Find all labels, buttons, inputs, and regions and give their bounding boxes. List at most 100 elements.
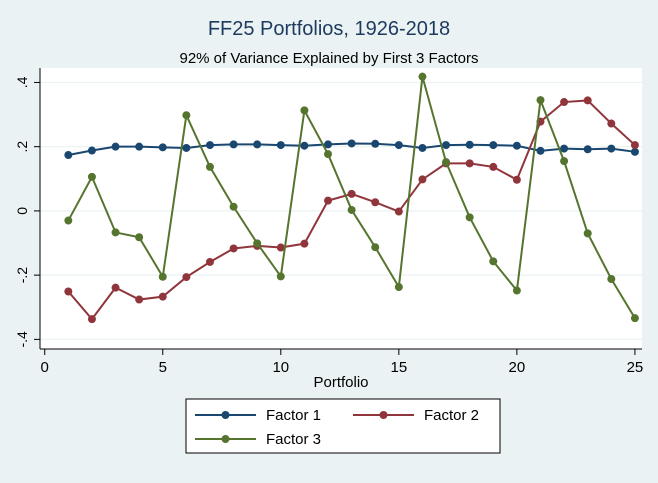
series-3-point-4	[135, 233, 144, 242]
series-3-point-8	[229, 202, 238, 211]
series-1-point-19	[489, 141, 498, 150]
y-tick-label-3: .2	[14, 141, 30, 153]
legend-item-1: Factor 1	[195, 407, 321, 424]
plot-area	[40, 68, 642, 349]
series-2-point-18	[465, 159, 474, 168]
series-2-point-2	[87, 315, 96, 324]
series-1-point-7	[205, 141, 214, 150]
series-3-point-12	[324, 150, 333, 159]
series-2-point-16	[418, 175, 427, 184]
series-1-point-17	[442, 141, 451, 150]
series-2-point-12	[324, 196, 333, 205]
legend-swatch-marker-2	[379, 411, 388, 419]
series-1-point-10	[276, 141, 285, 150]
series-2-point-1	[64, 287, 73, 296]
series-lines	[64, 72, 639, 324]
series-1-point-3	[111, 142, 120, 151]
legend: Factor 1 Factor 2 Factor 3	[185, 398, 501, 454]
series-2-point-11	[300, 239, 309, 248]
series-2-point-14	[371, 198, 380, 207]
series-3-point-10	[276, 272, 285, 281]
series-3-point-7	[205, 162, 214, 171]
series-2-point-5	[158, 292, 167, 301]
legend-label-1: Factor 1	[266, 407, 321, 424]
y-tick-label-0: -.4	[14, 331, 30, 348]
legend-label-2: Factor 2	[424, 407, 479, 424]
series-1	[64, 139, 639, 160]
series-3-point-15	[394, 283, 403, 292]
series-2-point-6	[182, 273, 191, 282]
series-3-point-6	[182, 111, 191, 120]
chart-title: FF25 Portfolios, 1926-2018	[208, 18, 450, 40]
series-3-point-17	[442, 158, 451, 167]
series-3	[64, 72, 639, 323]
series-1-point-2	[87, 146, 96, 155]
axes: -.4 -.2 0 .2 .4 0 5 10 15 20 25	[14, 68, 643, 376]
legend-box	[185, 398, 501, 454]
series-1-point-13	[347, 139, 356, 148]
series-3-point-11	[300, 106, 309, 115]
series-2-point-10	[276, 243, 285, 252]
series-2-point-7	[205, 257, 214, 266]
x-tick-label-0: 0	[41, 359, 49, 376]
series-3-point-21	[536, 96, 545, 105]
series-2-point-4	[135, 295, 144, 304]
series-2-point-25	[630, 141, 639, 150]
series-3-point-9	[253, 239, 262, 248]
series-2-point-22	[560, 98, 569, 107]
series-1-point-4	[135, 142, 144, 151]
series-3-point-24	[607, 274, 616, 283]
x-tick-label-3: 15	[390, 359, 407, 376]
series-1-point-25	[630, 147, 639, 156]
series-1-point-20	[512, 141, 521, 150]
series-1-point-23	[583, 145, 592, 154]
series-1-point-11	[300, 141, 309, 150]
series-2-point-13	[347, 189, 356, 198]
series-3-point-1	[64, 216, 73, 225]
series-2-point-8	[229, 244, 238, 253]
series-2-point-20	[512, 175, 521, 184]
x-tick-label-4: 20	[509, 359, 526, 376]
series-1-point-18	[465, 140, 474, 149]
series-2-point-23	[583, 96, 592, 105]
y-tick-label-4: .4	[14, 76, 30, 88]
series-3-point-5	[158, 272, 167, 281]
series-3-point-13	[347, 205, 356, 214]
series-2-point-3	[111, 283, 120, 292]
series-3-point-25	[630, 314, 639, 323]
series-3-point-22	[560, 157, 569, 166]
legend-item-2: Factor 2	[353, 407, 479, 424]
series-2-point-24	[607, 119, 616, 128]
legend-item-3: Factor 3	[195, 431, 321, 448]
x-axis-label: Portfolio	[313, 374, 368, 391]
series-2-point-15	[394, 207, 403, 216]
series-3-point-19	[489, 257, 498, 266]
x-tick-label-2: 10	[272, 359, 289, 376]
series-1-point-6	[182, 143, 191, 152]
x-tick-label-1: 5	[159, 359, 167, 376]
series-3-point-23	[583, 229, 592, 238]
legend-swatch-marker-3	[221, 435, 230, 443]
series-1-point-14	[371, 139, 380, 148]
series-3-point-3	[111, 228, 120, 237]
series-1-point-12	[324, 140, 333, 149]
series-1-point-9	[253, 140, 262, 149]
legend-label-3: Factor 3	[266, 431, 321, 448]
series-1-point-21	[536, 146, 545, 155]
series-1-point-8	[229, 140, 238, 149]
legend-swatch-marker-1	[221, 411, 230, 419]
series-1-point-1	[64, 151, 73, 160]
x-tick-label-5: 25	[627, 359, 644, 376]
series-1-point-15	[394, 141, 403, 150]
series-3-point-14	[371, 243, 380, 252]
y-tick-label-2: 0	[14, 207, 30, 215]
y-tick-label-1: -.2	[14, 267, 30, 284]
series-1-point-5	[158, 143, 167, 152]
series-3-point-16	[418, 72, 427, 81]
series-3-point-18	[465, 213, 474, 222]
chart-subtitle: 92% of Variance Explained by First 3 Fac…	[179, 50, 478, 67]
series-1-point-16	[418, 143, 427, 152]
series-2-point-19	[489, 162, 498, 171]
series-3-point-2	[87, 172, 96, 181]
